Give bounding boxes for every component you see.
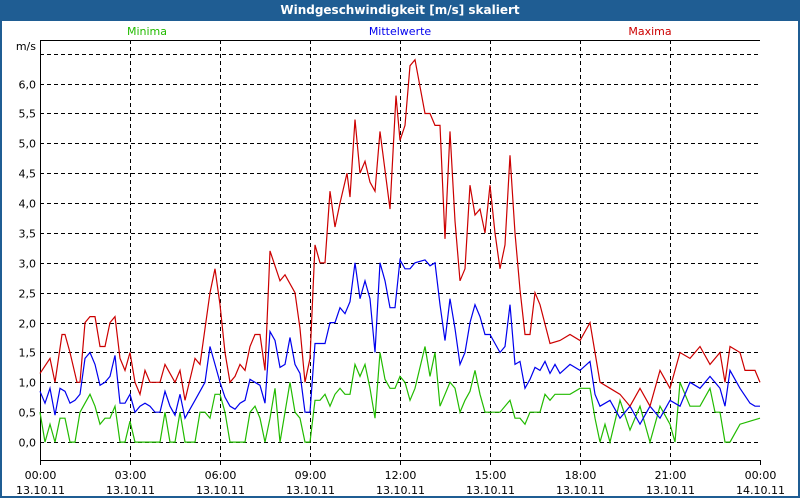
x-tick-time: 09:00 [295,469,327,482]
x-tick-time: 03:00 [115,469,147,482]
y-tick-label: 3,5 [19,228,37,241]
x-tick-time: 06:00 [205,469,237,482]
y-tick-label: 5,5 [19,108,37,121]
x-tick-date: 13.10.11 [106,484,155,497]
x-tick-date: 13.10.11 [466,484,515,497]
x-tick-date: 13.10.11 [646,484,695,497]
x-tick-time: 21:00 [655,469,687,482]
y-tick-label: 0,5 [19,407,37,420]
legend-mittelwerte: Mittelwerte [369,25,432,38]
legend-minima: Minima [127,25,167,38]
y-tick-label: 3,0 [19,258,37,271]
y-tick-label: 6,0 [19,79,37,92]
x-tick-date: 14.10.11 [736,484,785,497]
x-tick-time: 00:00 [25,469,57,482]
x-tick-time: 00:00 [745,469,777,482]
y-tick-label: 4,5 [19,168,37,181]
y-tick-label: 2,0 [19,318,37,331]
x-tick-time: 15:00 [475,469,507,482]
x-tick-date: 13.10.11 [196,484,245,497]
y-tick-label: 5,0 [19,138,37,151]
y-tick-label: 1,5 [19,347,37,360]
x-tick-date: 13.10.11 [16,484,65,497]
y-tick-label: 1,0 [19,377,37,390]
y-tick-label: 2,5 [19,288,37,301]
y-axis-label: m/s [16,40,36,53]
series-line-minima [39,346,761,445]
series-line-maxima [39,58,761,408]
window-title: Windgeschwindigkeit [m/s] skaliert [0,0,800,21]
x-tick-date: 13.10.11 [286,484,335,497]
x-tick-time: 12:00 [385,469,417,482]
y-tick-label: 4,0 [19,198,37,211]
x-tick-date: 13.10.11 [556,484,605,497]
legend-maxima: Maxima [628,25,671,38]
y-tick-label: 0,0 [19,437,37,450]
series-line-mittelwerte [39,257,760,426]
x-tick-time: 18:00 [565,469,597,482]
x-tick-date: 13.10.11 [376,484,425,497]
